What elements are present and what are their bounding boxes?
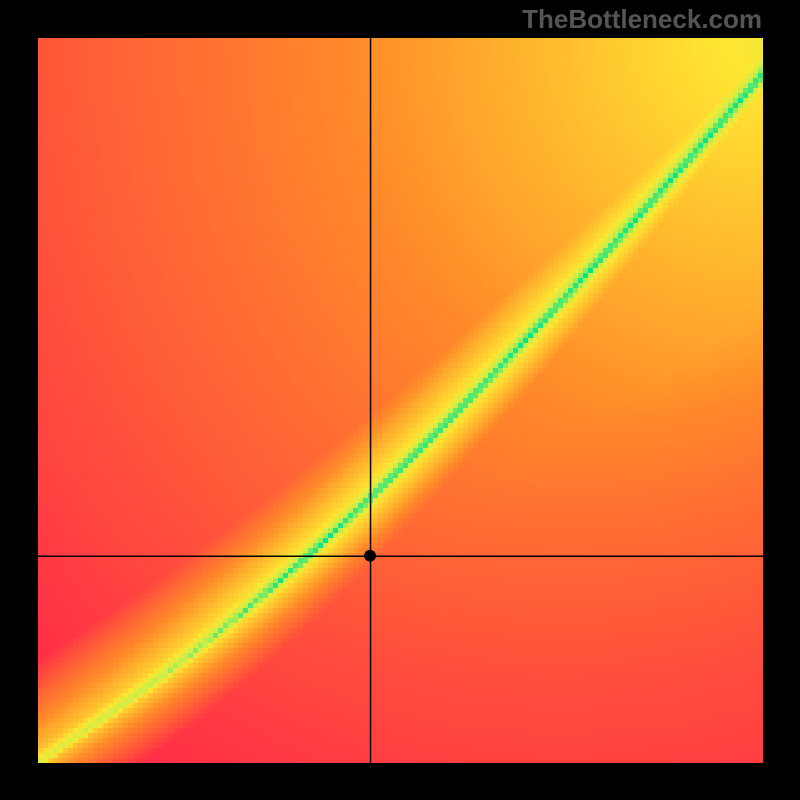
heatmap-canvas [38,38,763,763]
chart-root: TheBottleneck.com [0,0,800,800]
watermark-text: TheBottleneck.com [522,4,762,35]
